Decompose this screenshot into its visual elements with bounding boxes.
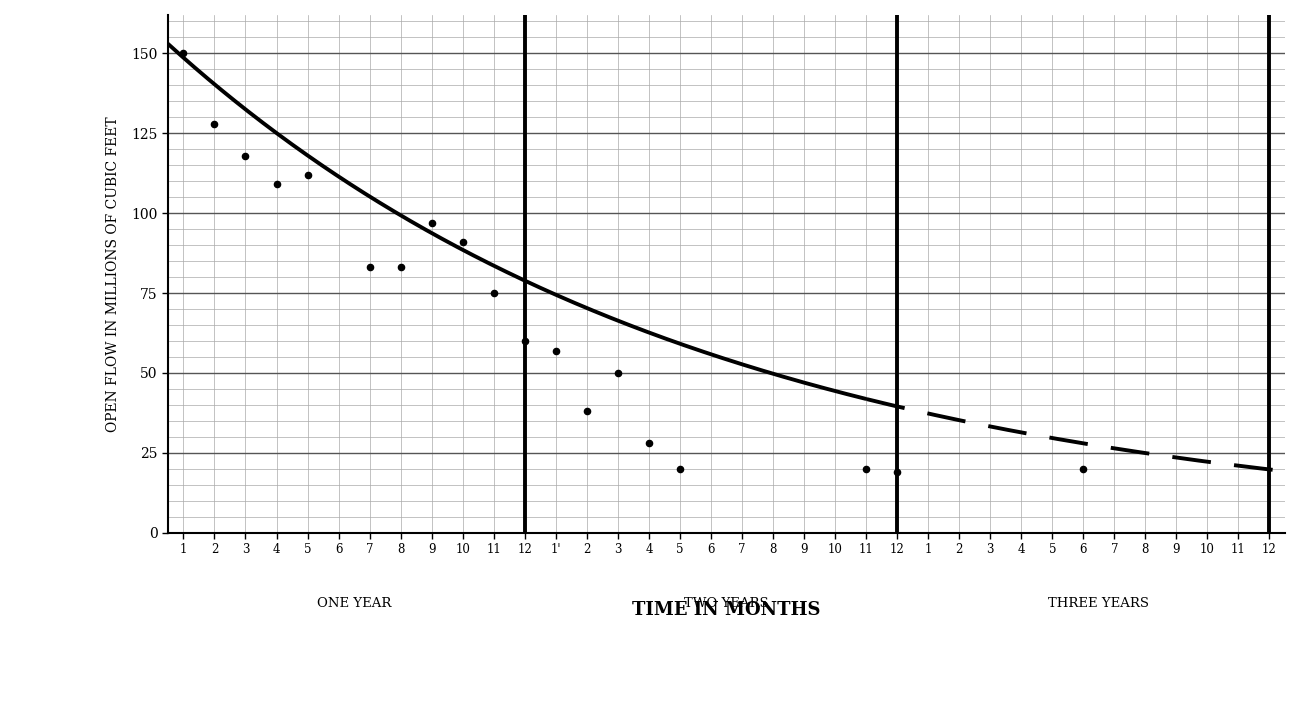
Point	[546, 345, 567, 356]
Point	[576, 405, 597, 417]
Point	[298, 169, 318, 181]
Point	[235, 150, 256, 161]
Point	[359, 261, 380, 273]
Point	[515, 336, 536, 347]
Point	[887, 467, 907, 478]
Point	[670, 463, 690, 474]
Point	[607, 367, 628, 379]
Point	[1072, 463, 1093, 474]
Point	[421, 217, 442, 228]
Point	[638, 438, 659, 449]
Point	[204, 118, 225, 130]
X-axis label: TIME IN MONTHS: TIME IN MONTHS	[632, 600, 820, 618]
Point	[390, 261, 411, 273]
Text: THREE YEARS: THREE YEARS	[1048, 597, 1149, 610]
Text: ONE YEAR: ONE YEAR	[317, 597, 391, 610]
Y-axis label: OPEN FLOW IN MILLIONS OF CUBIC FEET: OPEN FLOW IN MILLIONS OF CUBIC FEET	[107, 116, 120, 432]
Text: TWO YEARS: TWO YEARS	[684, 597, 768, 610]
Point	[484, 287, 504, 299]
Point	[452, 236, 473, 248]
Point	[266, 179, 287, 190]
Point	[855, 463, 876, 474]
Point	[173, 48, 194, 59]
